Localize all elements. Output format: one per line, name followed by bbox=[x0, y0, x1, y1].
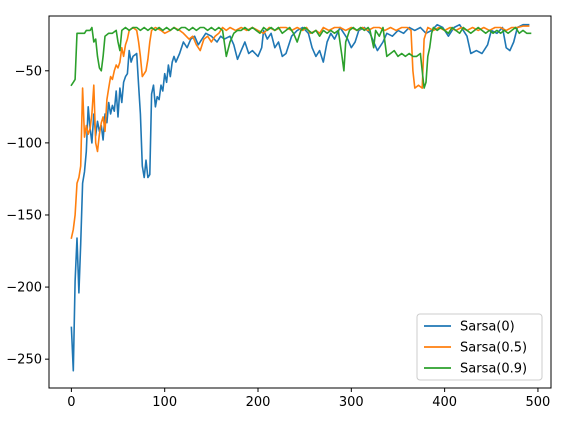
legend: Sarsa(0) Sarsa(0.5) Sarsa(0.9) bbox=[416, 313, 543, 381]
x-tick-label: 0 bbox=[67, 395, 75, 410]
y-tick-label: −150 bbox=[6, 208, 42, 223]
legend-label: Sarsa(0) bbox=[460, 320, 515, 335]
legend-label: Sarsa(0.9) bbox=[460, 362, 527, 377]
series-line-0 bbox=[70, 23, 530, 372]
legend-box bbox=[416, 313, 543, 381]
y-tick-label: −200 bbox=[6, 281, 42, 296]
x-tick-label: 200 bbox=[246, 395, 271, 410]
x-tick-label: 300 bbox=[339, 395, 364, 410]
plot-frame bbox=[48, 15, 552, 389]
series-line-2 bbox=[70, 26, 532, 89]
x-tick-label: 400 bbox=[432, 395, 457, 410]
legend-label: Sarsa(0.5) bbox=[460, 341, 527, 356]
x-tick-label: 100 bbox=[152, 395, 177, 410]
series-layer bbox=[70, 23, 532, 372]
y-axis: −250 −200 −150 −100 −50 bbox=[6, 64, 49, 368]
y-tick-label: −250 bbox=[6, 353, 42, 368]
x-axis: 0 100 200 300 400 500 bbox=[67, 388, 550, 410]
y-tick-label: −100 bbox=[6, 136, 42, 151]
x-tick-label: 500 bbox=[526, 395, 551, 410]
y-tick-label: −50 bbox=[15, 64, 42, 79]
